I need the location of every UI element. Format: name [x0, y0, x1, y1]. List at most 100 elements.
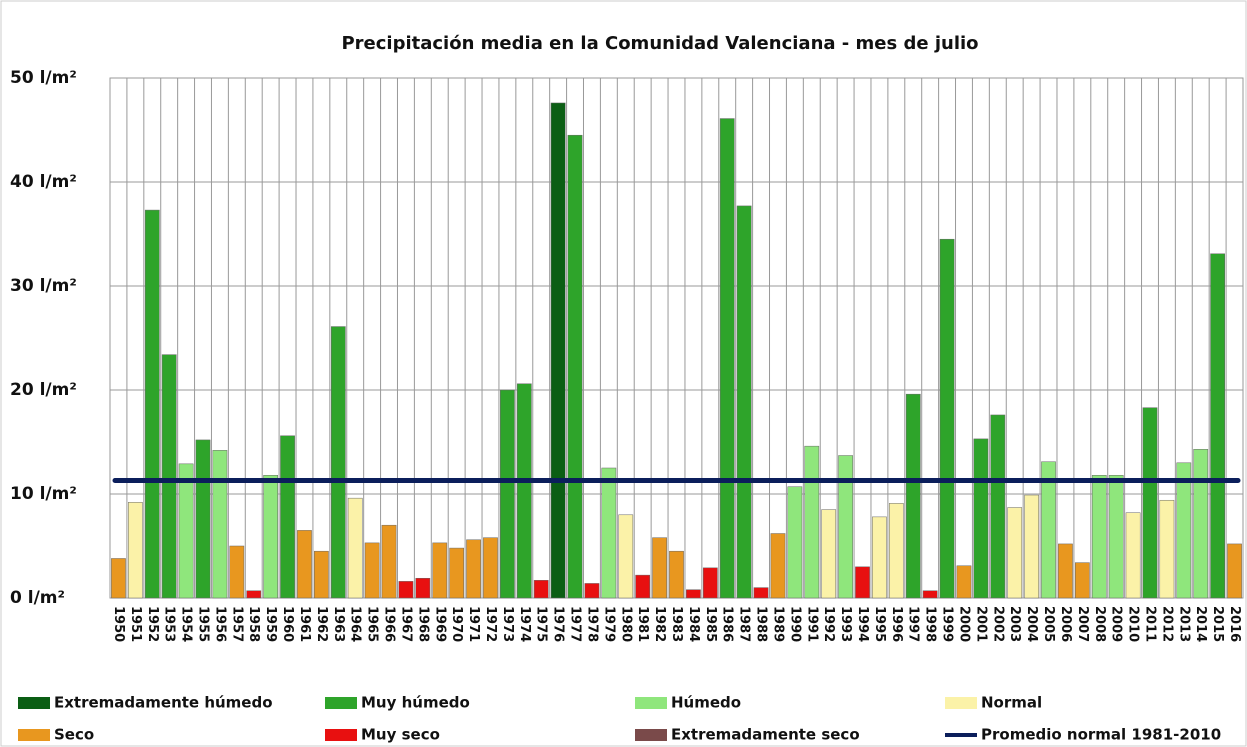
x-tick-label: 1956: [212, 606, 227, 642]
bar: [246, 590, 262, 599]
x-tick-label: 1950: [111, 606, 126, 642]
bar: [838, 455, 853, 599]
bar: [702, 567, 718, 599]
bar: [1108, 475, 1124, 599]
x-tick-label: 1997: [906, 606, 921, 642]
x-tick-label: 1952: [145, 606, 160, 642]
bar: [297, 530, 312, 599]
x-tick-label: 1970: [449, 606, 464, 642]
bar: [364, 542, 380, 599]
chart-title: Precipitación media en la Comunidad Vale…: [341, 33, 978, 54]
bar: [533, 580, 549, 599]
x-tick-label: 1990: [787, 606, 802, 642]
x-tick-label: 1962: [314, 606, 329, 642]
bar: [719, 118, 735, 599]
x-tick-label: 2006: [1058, 606, 1073, 642]
bar: [669, 550, 684, 599]
y-tick-label: 20 l/m²: [10, 380, 77, 400]
bar: [1041, 461, 1056, 599]
x-tick-label: 1954: [179, 606, 194, 642]
bar: [347, 497, 363, 599]
legend-swatch: [18, 697, 50, 709]
bar: [1125, 512, 1141, 599]
legend-label: Muy seco: [361, 726, 440, 744]
x-tick-label: 2000: [956, 606, 971, 642]
y-tick-label: 10 l/m²: [10, 484, 77, 504]
legend-swatch: [325, 697, 357, 709]
x-tick-label: 1971: [466, 606, 481, 642]
x-tick-label: 2016: [1227, 606, 1242, 642]
x-tick-label: 1979: [601, 606, 616, 642]
bar: [212, 450, 228, 599]
bar: [449, 547, 465, 599]
x-tick-label: 1959: [263, 606, 278, 642]
bar: [584, 583, 600, 599]
legend-label: Húmedo: [671, 694, 741, 712]
bar: [432, 542, 448, 599]
bar: [770, 533, 786, 599]
bar: [483, 537, 498, 599]
bar: [888, 503, 904, 599]
bar: [144, 209, 160, 599]
bar: [500, 389, 515, 599]
x-tick-label: 1963: [331, 606, 346, 642]
bar: [787, 486, 803, 599]
legend-label: Extremadamente húmedo: [54, 694, 273, 712]
bar: [398, 581, 414, 599]
x-tick-label: 1961: [297, 606, 312, 642]
x-tick-label: 1992: [821, 606, 836, 642]
bar: [111, 558, 126, 599]
bar: [263, 475, 279, 599]
legend-swatch: [635, 729, 667, 741]
x-tick-label: 2012: [1159, 606, 1174, 642]
x-tick-label: 2013: [1176, 606, 1191, 642]
legend-label: Promedio normal 1981-2010: [981, 726, 1221, 744]
legend-swatch: [945, 697, 977, 709]
x-tick-label: 1999: [940, 606, 955, 642]
x-tick-label: 1986: [720, 606, 735, 642]
x-tick-label: 1977: [568, 606, 583, 642]
bar: [1091, 475, 1107, 599]
bar: [466, 539, 481, 599]
bar: [905, 393, 921, 599]
bar: [128, 502, 143, 599]
bar: [415, 577, 431, 599]
x-tick-label: 1975: [534, 606, 549, 642]
bar: [1024, 494, 1039, 599]
x-tick-label: 1969: [432, 606, 447, 642]
x-tick-label: 1966: [382, 606, 397, 642]
x-tick-label: 1983: [669, 606, 684, 642]
bar: [736, 205, 752, 599]
bar: [618, 514, 634, 599]
x-tick-label: 1981: [635, 606, 650, 642]
bar: [956, 565, 972, 599]
bar: [922, 590, 938, 599]
x-tick-label: 1955: [196, 606, 211, 642]
bar: [939, 238, 955, 599]
bar: [229, 545, 245, 599]
x-tick-label: 2002: [990, 606, 1005, 642]
x-tick-label: 2015: [1210, 606, 1225, 642]
bar: [855, 566, 870, 599]
x-tick-label: 1987: [737, 606, 752, 642]
bar: [1227, 543, 1242, 599]
x-tick-label: 1985: [703, 606, 718, 642]
x-tick-label: 1960: [280, 606, 295, 642]
x-tick-label: 1964: [348, 606, 363, 642]
bar: [804, 445, 820, 599]
bar: [314, 550, 329, 599]
bar: [1074, 562, 1090, 599]
x-tick-label: 2004: [1024, 606, 1039, 642]
bar: [330, 326, 346, 599]
bar: [821, 509, 837, 599]
x-tick-label: 2008: [1092, 606, 1107, 642]
x-tick-label: 1989: [770, 606, 785, 642]
x-tick-label: 1984: [686, 606, 701, 642]
bar: [381, 524, 397, 599]
bar: [1210, 253, 1225, 599]
x-tick-label: 1998: [923, 606, 938, 642]
x-tick-label: 1988: [754, 606, 769, 642]
x-tick-label: 1996: [889, 606, 904, 642]
